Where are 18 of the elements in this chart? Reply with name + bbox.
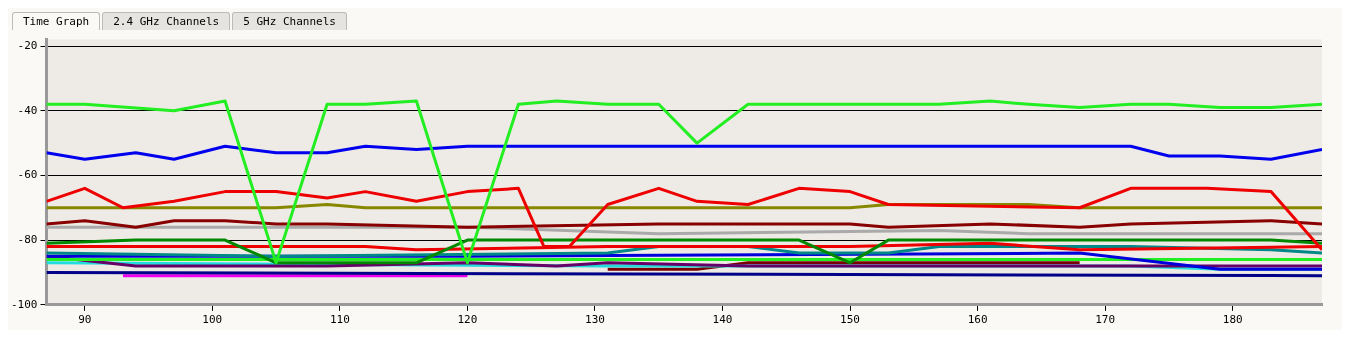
y-tick-label: -60	[17, 168, 38, 182]
x-tick-label: 130	[585, 313, 605, 327]
x-tick-label: 90	[78, 313, 92, 327]
y-tick-label: -80	[17, 232, 38, 246]
y-tick-label: -40	[17, 103, 38, 117]
x-tick-label: 100	[202, 313, 223, 327]
x-tick-label: 150	[840, 313, 860, 327]
text: 5 GHz Channels	[232, 12, 347, 30]
x-tick-label: 160	[967, 313, 988, 327]
x-tick-label: 110	[329, 313, 350, 327]
x-tick-label: 140	[712, 313, 733, 327]
text: Time Graph	[12, 12, 101, 30]
y-tick-label: -20	[17, 38, 38, 52]
x-tick-label: 170	[1095, 313, 1116, 327]
text: 2.4 GHz Channels	[102, 12, 231, 30]
x-tick-label: 180	[1222, 313, 1243, 327]
x-tick-label: 120	[457, 313, 478, 327]
y-tick-label: -100	[10, 297, 38, 311]
